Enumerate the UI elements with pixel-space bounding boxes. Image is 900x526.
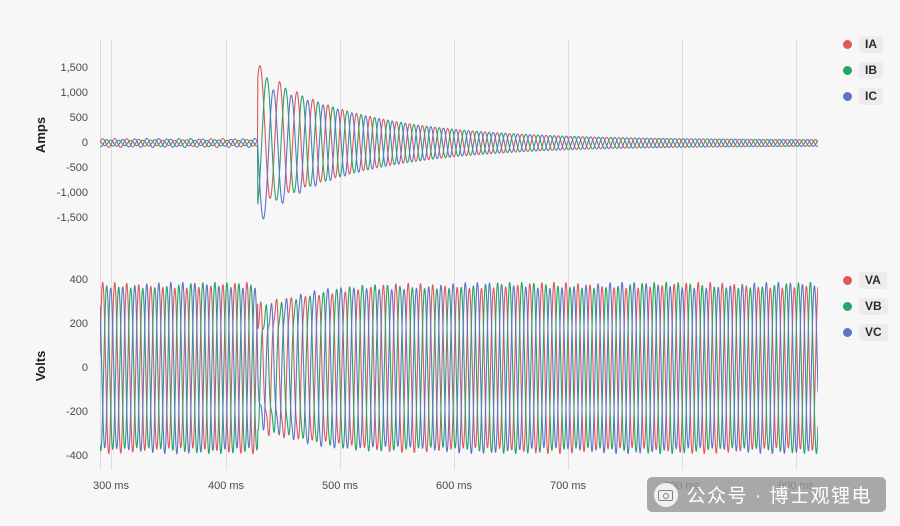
legend-item-va[interactable]: VA <box>843 271 888 289</box>
legend-label: VB <box>859 297 888 315</box>
legend-item-ib[interactable]: IB <box>843 61 883 79</box>
x-tick: 700 ms <box>549 480 587 492</box>
volts-y-tick: -200 <box>65 406 88 418</box>
x-gridline <box>796 40 798 470</box>
amps-y-tick: -500 <box>65 162 88 174</box>
amps-y-tick: 1,500 <box>60 62 88 74</box>
volts-y-tick: 400 <box>69 274 88 286</box>
x-gridline <box>568 40 569 470</box>
x-tick: 500 ms <box>321 480 359 492</box>
series-color-dot <box>843 91 852 101</box>
amps-y-tick: -1,500 <box>56 212 88 224</box>
amps-y-tick: 0 <box>81 137 88 149</box>
x-gridline <box>111 40 113 470</box>
amps-y-tick: -1,000 <box>56 187 88 199</box>
legend-item-vb[interactable]: VB <box>843 297 888 315</box>
series-color-dot <box>843 65 852 75</box>
legend-label: IC <box>859 87 883 105</box>
x-gridline <box>453 40 455 470</box>
y-axis-line <box>100 40 101 470</box>
x-gridline <box>225 40 227 470</box>
legend-label: IA <box>859 35 883 53</box>
volts-waveform-chart <box>100 273 818 463</box>
x-gridline <box>339 40 341 470</box>
amps-waveform-chart <box>100 48 818 238</box>
series-color-dot <box>843 275 852 285</box>
volts-y-tick: 200 <box>69 318 88 330</box>
series-color-dot <box>843 301 852 311</box>
volts-y-tick: 0 <box>81 362 88 374</box>
amps-y-tick: 1,000 <box>60 87 88 99</box>
legend-label: VA <box>859 271 887 289</box>
series-color-dot <box>843 327 852 337</box>
legend-label: VC <box>859 323 888 341</box>
series-color-dot <box>843 39 852 49</box>
amps-y-tick: 500 <box>69 112 88 124</box>
watermark-text: 公众号 · 博士观锂电 <box>686 486 872 507</box>
camera-badge-icon <box>653 482 678 507</box>
x-tick: 600 ms <box>435 480 473 492</box>
legend-item-vc[interactable]: VC <box>843 323 888 341</box>
volts-y-tick: -400 <box>65 450 88 462</box>
x-gridline <box>682 40 684 470</box>
volts-legend: VA VB VC <box>843 271 888 349</box>
wechat-watermark: 公众号 · 博士观锂电 <box>646 477 886 512</box>
x-tick: 300 ms <box>92 480 130 492</box>
legend-item-ia[interactable]: IA <box>843 35 883 53</box>
legend-item-ic[interactable]: IC <box>843 87 883 105</box>
legend-label: IB <box>859 61 883 79</box>
x-tick: 400 ms <box>207 480 245 492</box>
amps-legend: IA IB IC <box>843 35 883 113</box>
